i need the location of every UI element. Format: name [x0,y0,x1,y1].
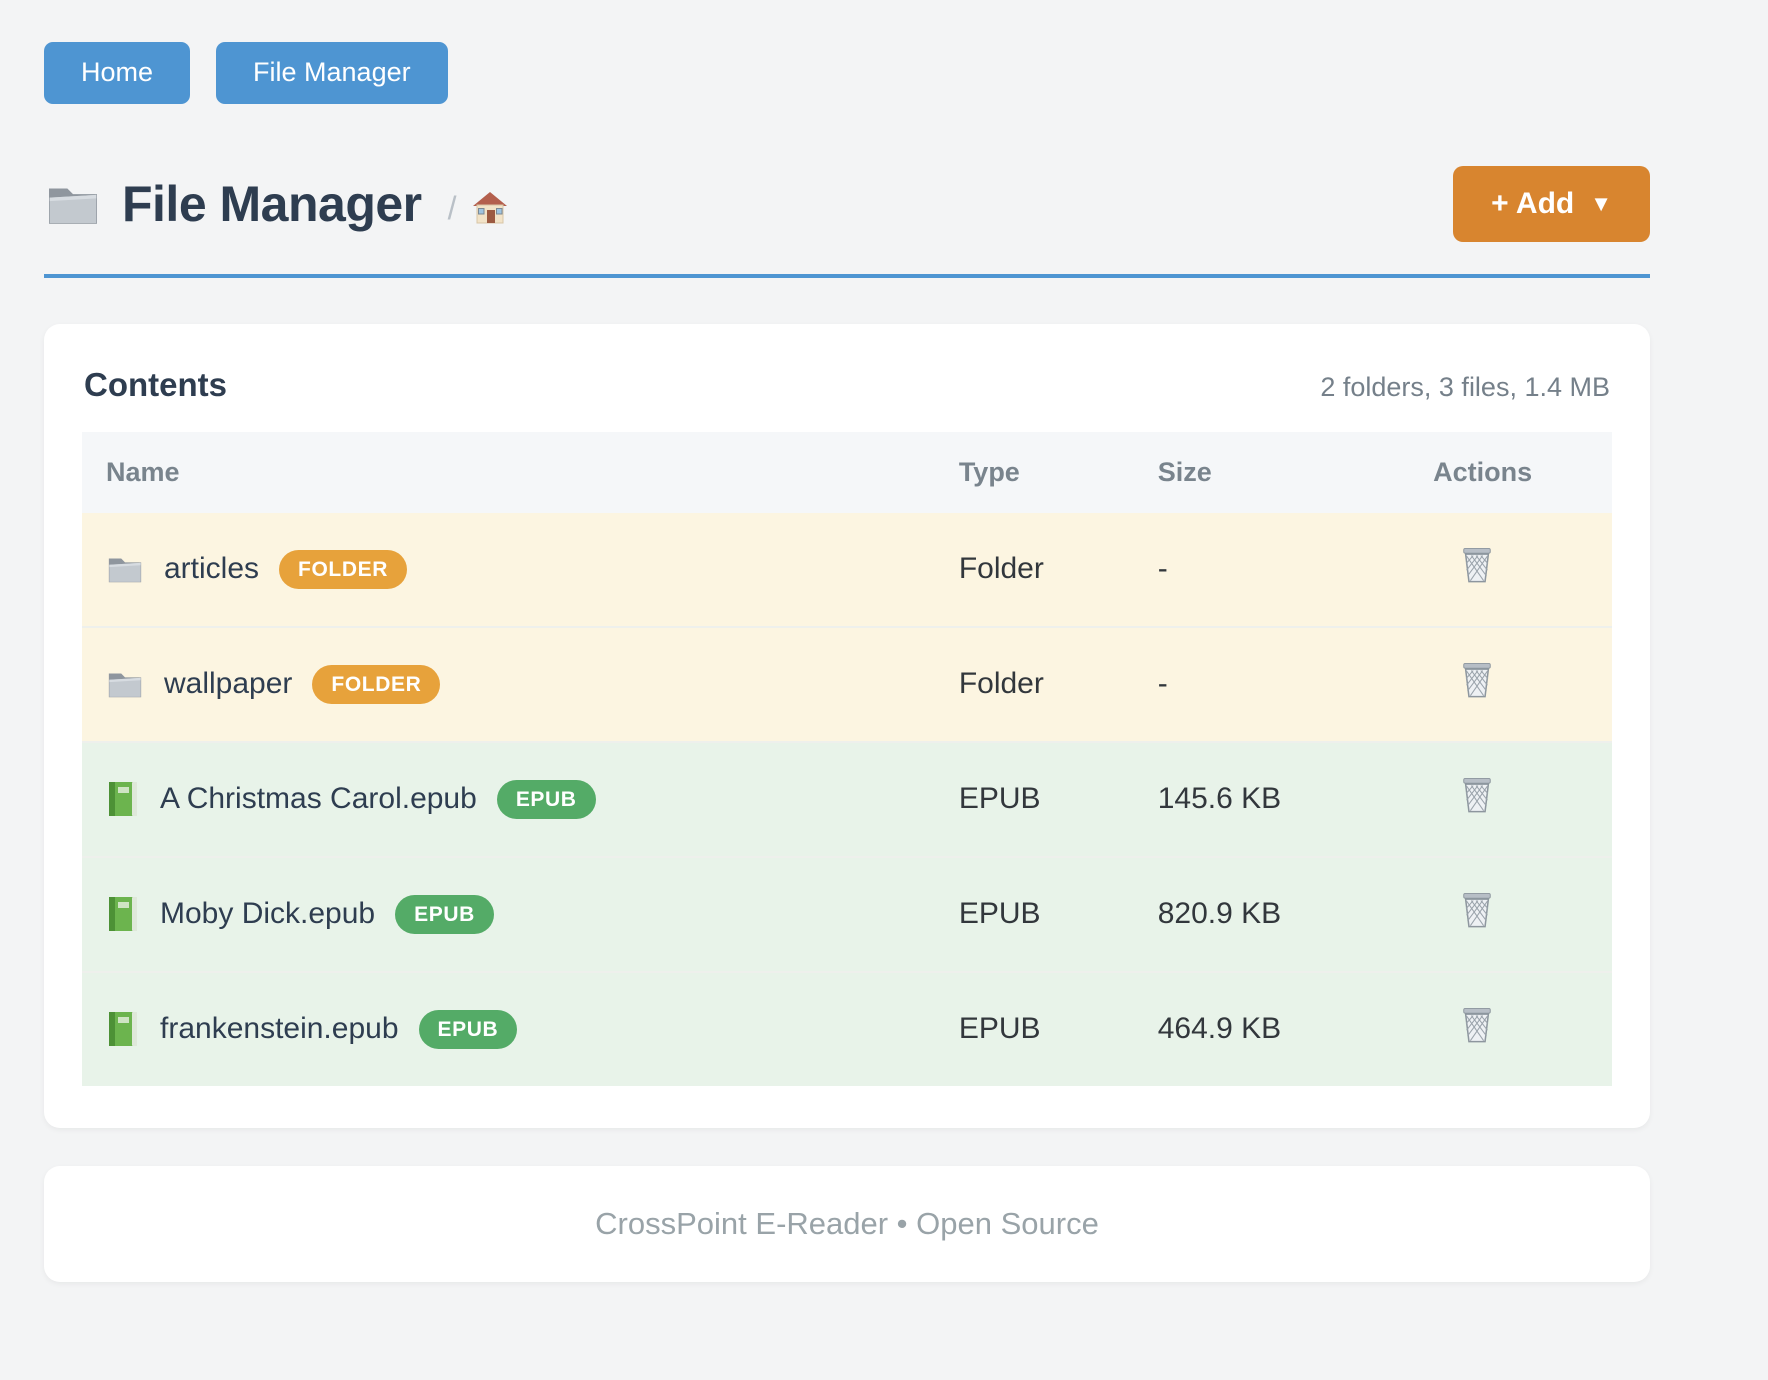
actions-cell [1413,740,1612,857]
actions-cell [1413,970,1612,1086]
file-name-link[interactable]: frankenstein.epub [160,1012,399,1046]
trash-icon[interactable] [1459,660,1495,701]
file-name-link[interactable]: articles [164,552,260,586]
type-cell: EPUB [938,855,1138,972]
title-group: File Manager / [44,175,509,233]
folder-icon [44,180,102,228]
header-rule [44,273,1650,278]
name-cell: wallpaper FOLDER [82,625,939,742]
file-table: Name Type Size Actions articles FOLDER Fol… [82,431,1612,1086]
trash-icon[interactable] [1459,890,1495,931]
actions-cell [1413,855,1612,972]
file-table-head: Name Type Size Actions [82,431,1612,513]
trash-icon[interactable] [1459,1005,1495,1046]
actions-cell [1413,625,1612,742]
folder-icon [106,667,144,701]
actions-cell [1413,512,1612,627]
size-cell: - [1137,512,1414,627]
contents-card-header: Contents 2 folders, 3 files, 1.4 MB [82,360,1612,432]
house-icon[interactable] [471,189,509,227]
caret-down-icon: ▼ [1590,190,1612,216]
size-cell: 464.9 KB [1137,970,1414,1086]
trash-icon[interactable] [1459,545,1495,586]
footer: CrossPoint E-Reader • Open Source [44,1165,1650,1282]
contents-summary: 2 folders, 3 files, 1.4 MB [1320,371,1610,402]
name-cell: Moby Dick.epub EPUB [82,855,939,972]
page-header: File Manager / + Add ▼ [44,165,1650,242]
size-cell: - [1137,625,1414,742]
table-row[interactable]: articles FOLDER Folder - [82,512,1612,627]
add-button[interactable]: + Add ▼ [1453,165,1650,242]
file-manager-button[interactable]: File Manager [216,42,448,104]
file-manager-page: Home File Manager File Manager / + Add ▼… [44,42,1650,1282]
book-icon [106,780,140,818]
file-type-badge: EPUB [496,779,596,819]
contents-card: Contents 2 folders, 3 files, 1.4 MB Name… [44,323,1650,1128]
file-type-badge: EPUB [395,894,494,934]
table-row[interactable]: Moby Dick.epub EPUB EPUB 820.9 KB [82,855,1612,972]
type-cell: EPUB [938,740,1138,857]
table-row[interactable]: wallpaper FOLDER Folder - [82,625,1612,742]
column-header-type: Type [938,431,1138,513]
file-name-link[interactable]: Moby Dick.epub [160,897,376,931]
file-type-badge: EPUB [418,1009,518,1049]
table-row[interactable]: A Christmas Carol.epub EPUB EPUB 145.6 KB [82,740,1612,857]
home-button[interactable]: Home [44,42,191,104]
name-cell: articles FOLDER [82,512,939,627]
column-header-name: Name [82,431,939,513]
type-cell: Folder [938,625,1138,742]
name-cell: frankenstein.epub EPUB [82,970,939,1086]
footer-text: CrossPoint E-Reader • Open Source [595,1205,1099,1241]
trash-icon[interactable] [1459,775,1495,816]
file-name-link[interactable]: wallpaper [164,667,293,701]
book-icon [106,895,140,933]
column-header-size: Size [1137,431,1414,513]
folder-icon [106,552,144,586]
book-icon [106,1010,140,1048]
type-cell: EPUB [938,970,1138,1086]
contents-title: Contents [84,365,227,403]
add-button-label: + Add [1491,186,1575,220]
table-row[interactable]: frankenstein.epub EPUB EPUB 464.9 KB [82,970,1612,1086]
file-type-badge: FOLDER [312,664,441,704]
column-header-actions: Actions [1413,431,1612,513]
size-cell: 145.6 KB [1137,740,1414,857]
name-cell: A Christmas Carol.epub EPUB [82,740,939,857]
size-cell: 820.9 KB [1137,855,1414,972]
file-type-badge: FOLDER [279,549,407,589]
file-table-body: articles FOLDER Folder - wallpaper FOLDER Fold… [82,512,1612,1086]
file-name-link[interactable]: A Christmas Carol.epub [160,782,477,816]
page-title: File Manager [122,175,422,232]
top-navigation: Home File Manager [44,42,1650,104]
breadcrumb-separator: / [447,190,457,227]
type-cell: Folder [938,512,1138,627]
